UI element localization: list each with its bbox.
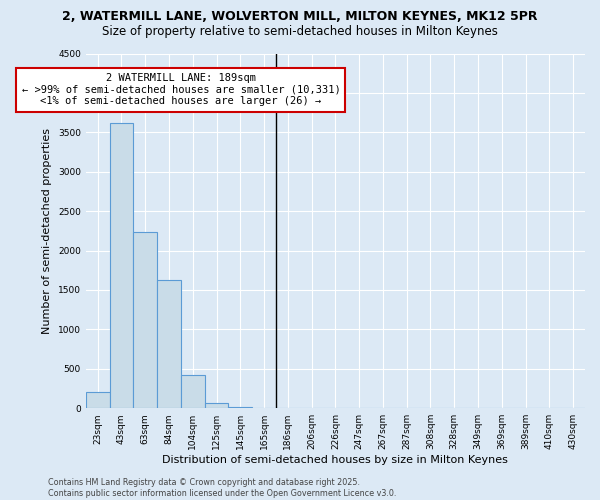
Bar <box>133 232 157 408</box>
Text: Contains HM Land Registry data © Crown copyright and database right 2025.
Contai: Contains HM Land Registry data © Crown c… <box>48 478 397 498</box>
Bar <box>205 404 229 408</box>
Bar <box>86 392 110 408</box>
Bar <box>157 280 181 408</box>
Bar <box>110 123 133 408</box>
Text: 2 WATERMILL LANE: 189sqm
← >99% of semi-detached houses are smaller (10,331)
<1%: 2 WATERMILL LANE: 189sqm ← >99% of semi-… <box>22 73 340 106</box>
Bar <box>181 375 205 408</box>
Text: 2, WATERMILL LANE, WOLVERTON MILL, MILTON KEYNES, MK12 5PR: 2, WATERMILL LANE, WOLVERTON MILL, MILTO… <box>62 10 538 23</box>
X-axis label: Distribution of semi-detached houses by size in Milton Keynes: Distribution of semi-detached houses by … <box>163 455 508 465</box>
Text: Size of property relative to semi-detached houses in Milton Keynes: Size of property relative to semi-detach… <box>102 25 498 38</box>
Y-axis label: Number of semi-detached properties: Number of semi-detached properties <box>43 128 52 334</box>
